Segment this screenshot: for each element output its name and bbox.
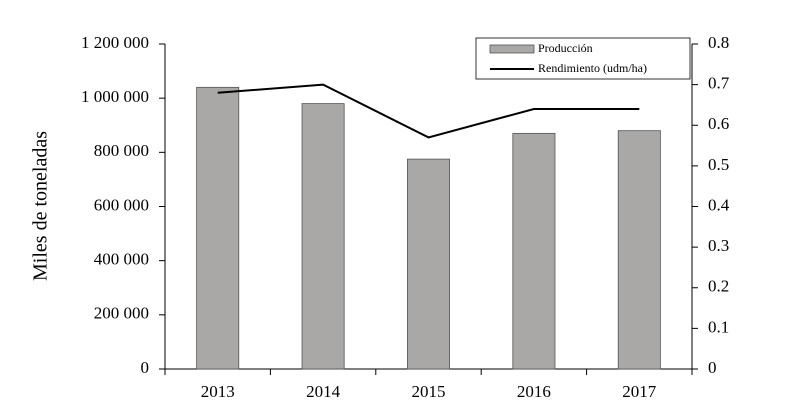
y2-tick-label: 0.1: [708, 317, 729, 336]
y2-tick-label: 0.8: [708, 33, 729, 52]
bar: [301, 103, 345, 370]
y-tick-label: 800 000: [94, 141, 149, 160]
y2-tick-label: 0.2: [708, 277, 729, 296]
y-tick-label: 0: [141, 358, 150, 377]
bar: [617, 130, 661, 370]
y-tick-label: 400 000: [94, 250, 149, 269]
y-axis-label: Miles de toneladas: [30, 131, 52, 281]
legend-label: Producción: [538, 41, 593, 55]
y2-tick-label: 0.3: [708, 236, 729, 255]
y-tick-label: 1 200 000: [81, 33, 149, 52]
y2-tick-label: 0.7: [708, 74, 730, 93]
y-tick-label: 200 000: [94, 304, 149, 323]
x-tick-label: 2014: [306, 382, 341, 401]
y2-tick-label: 0.6: [708, 114, 729, 133]
x-tick-label: 2013: [201, 382, 235, 401]
legend-swatch: [489, 44, 535, 54]
y-tick-label: 1 000 000: [81, 87, 149, 106]
x-tick-label: 2016: [517, 382, 551, 401]
line: [217, 83, 640, 139]
y2-tick-label: 0.4: [708, 195, 730, 214]
bar: [407, 158, 450, 370]
x-tick-label: 2015: [412, 382, 446, 401]
y2-tick-label: 0.5: [708, 155, 729, 174]
bar: [196, 86, 240, 370]
x-tick-label: 2017: [622, 382, 657, 401]
y-tick-label: 600 000: [94, 195, 149, 214]
legend-label: Rendimiento (udm/ha): [538, 61, 647, 75]
bar: [512, 132, 556, 370]
y2-tick-label: 0: [708, 358, 717, 377]
